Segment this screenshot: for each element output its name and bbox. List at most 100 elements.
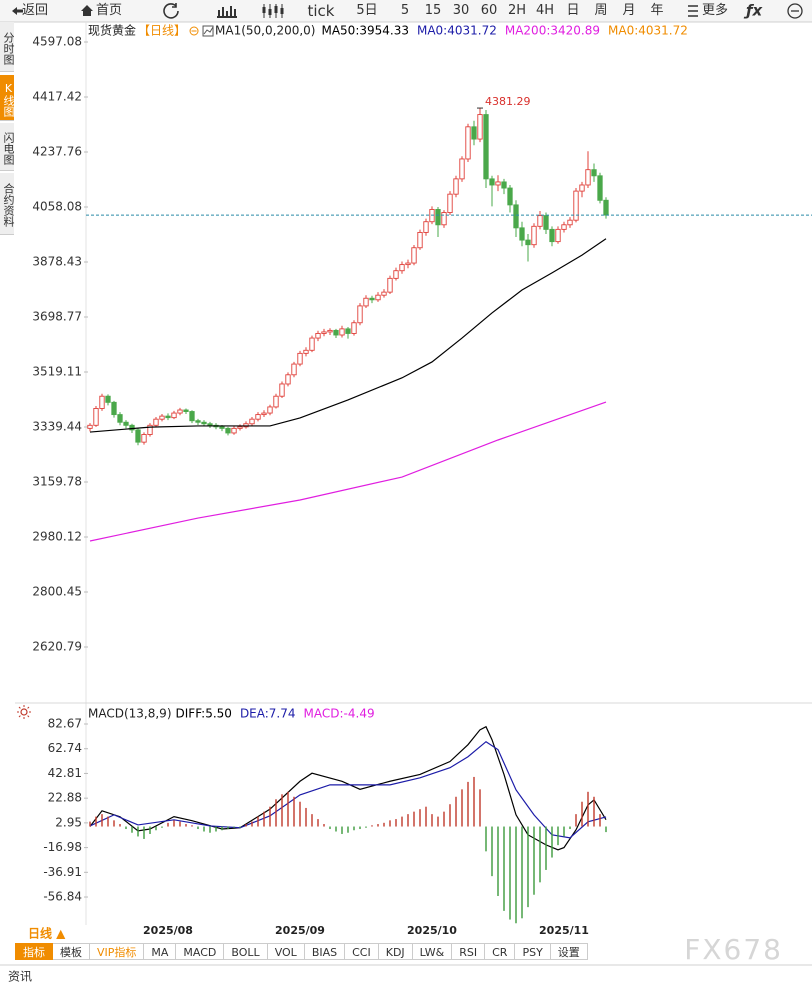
candle-body — [273, 395, 279, 408]
candle-body — [255, 414, 261, 420]
macd-bar — [581, 801, 583, 827]
indicator-tab[interactable]: VIP指标 — [90, 943, 145, 960]
candle-body — [603, 199, 609, 216]
indicator-tab[interactable]: VOL — [267, 943, 305, 960]
candle-body — [159, 415, 165, 420]
candle-body — [267, 406, 273, 414]
macd-bar — [299, 801, 301, 827]
legend-item: 【日线】 — [138, 24, 186, 38]
macd-bar — [209, 826, 211, 833]
candle-body — [579, 184, 585, 192]
back-icon[interactable] — [12, 7, 23, 15]
macd-bar — [149, 826, 151, 834]
settings-icon[interactable] — [20, 708, 28, 716]
x-tick-label: 2025/08 — [143, 924, 193, 937]
candle-body — [327, 329, 333, 333]
more-button[interactable]: 更多 — [702, 3, 729, 18]
macd-bar — [401, 816, 403, 827]
indicator-line — [89, 740, 607, 839]
watermark: FX678 — [684, 933, 783, 966]
side-tab[interactable]: 分时图 — [0, 22, 15, 72]
minus-icon[interactable] — [787, 3, 803, 19]
x-tick-label: 2025/09 — [275, 924, 325, 937]
menu-icon[interactable] — [688, 5, 698, 17]
macd-bar — [107, 816, 109, 827]
chart-icon[interactable] — [217, 6, 237, 18]
candle-body — [123, 421, 129, 426]
macd-bar — [575, 814, 577, 827]
side-tab[interactable]: 合约资料 — [0, 173, 15, 235]
macd-bar — [425, 806, 427, 827]
y-tick-label: -36.91 — [43, 865, 82, 879]
macd-bar — [461, 789, 463, 827]
candle-body — [567, 219, 573, 226]
macd-bar — [545, 826, 547, 870]
period-button[interactable]: 5 — [400, 3, 410, 18]
macd-bar — [485, 826, 487, 852]
candle-body — [285, 374, 291, 385]
candle-body — [201, 421, 207, 425]
legend-item: MA1(50,0,200,0) — [215, 24, 315, 38]
period-button[interactable]: 15 — [424, 3, 442, 18]
macd-bar — [239, 826, 241, 828]
macd-bar — [371, 825, 373, 827]
indicator-tab[interactable]: CCI — [345, 943, 379, 960]
period-button[interactable]: 60 — [480, 3, 498, 18]
indicator-tab[interactable]: PSY — [515, 943, 551, 960]
indicator-tab[interactable]: 指标 — [15, 943, 53, 960]
y-tick-label: 2980.12 — [32, 530, 82, 544]
macd-bar — [251, 821, 253, 827]
y-tick-label: 82.67 — [48, 717, 82, 731]
legend-item: DIFF:5.50 — [176, 707, 232, 721]
indicator-tab[interactable]: BIAS — [304, 943, 346, 960]
macd-bar — [449, 804, 451, 827]
candle-body — [585, 169, 591, 186]
period-button[interactable]: tick — [307, 2, 335, 20]
indicator-tab[interactable]: RSI — [452, 943, 486, 960]
period-button[interactable]: 日 — [566, 3, 580, 18]
indicator-tab[interactable]: 设置 — [550, 943, 588, 960]
home-icon[interactable] — [81, 5, 93, 16]
home-button[interactable]: 首页 — [96, 3, 123, 18]
candle-body — [345, 328, 351, 334]
candle-body — [483, 114, 489, 180]
candle-body — [231, 427, 237, 434]
candle-body — [405, 262, 411, 266]
indicator-tab[interactable]: MA — [144, 943, 177, 960]
indicator-tab[interactable]: CR — [485, 943, 516, 960]
period-button[interactable]: 2H — [507, 3, 527, 18]
candle-body — [369, 297, 375, 301]
refresh-icon[interactable] — [163, 3, 179, 19]
candle-body — [177, 409, 183, 414]
y-tick-label: -56.84 — [43, 890, 82, 904]
period-button[interactable]: 30 — [452, 3, 470, 18]
candle-body — [555, 228, 561, 243]
y-tick-label: 42.81 — [48, 766, 82, 780]
back-button[interactable]: 返回 — [22, 3, 49, 18]
indicator-tab[interactable]: LW& — [412, 943, 453, 960]
period-button[interactable]: 周 — [594, 3, 608, 18]
indicator-tab[interactable]: MACD — [176, 943, 225, 960]
macd-bar — [173, 820, 175, 827]
fx-icon[interactable]: ƒx — [743, 2, 764, 20]
indicator-tab[interactable]: 模板 — [53, 943, 90, 960]
candle-body — [225, 427, 231, 434]
period-button[interactable]: 月 — [622, 3, 636, 18]
macd-bar — [227, 826, 229, 830]
y-tick-label: 62.74 — [48, 741, 82, 755]
period-button[interactable]: 年 — [650, 3, 664, 18]
indicator-tab[interactable]: BOLL — [224, 943, 268, 960]
period-button[interactable]: 4H — [535, 3, 555, 18]
candle-body — [597, 175, 603, 201]
news-tab[interactable]: 资讯 — [8, 970, 32, 984]
y-tick-label: 2620.79 — [32, 640, 82, 654]
legend-item: MA200:3420.89 — [505, 24, 600, 38]
period-selector[interactable]: 日线 ▲ — [28, 926, 66, 941]
candle-body — [471, 126, 477, 140]
side-tab[interactable]: K线图 — [0, 75, 15, 121]
indicator-tab[interactable]: KDJ — [378, 943, 413, 960]
side-tab[interactable]: 闪电图 — [0, 123, 15, 171]
macd-bar — [593, 796, 595, 827]
period-button[interactable]: 5日 — [356, 3, 378, 18]
candle-body — [129, 424, 135, 431]
